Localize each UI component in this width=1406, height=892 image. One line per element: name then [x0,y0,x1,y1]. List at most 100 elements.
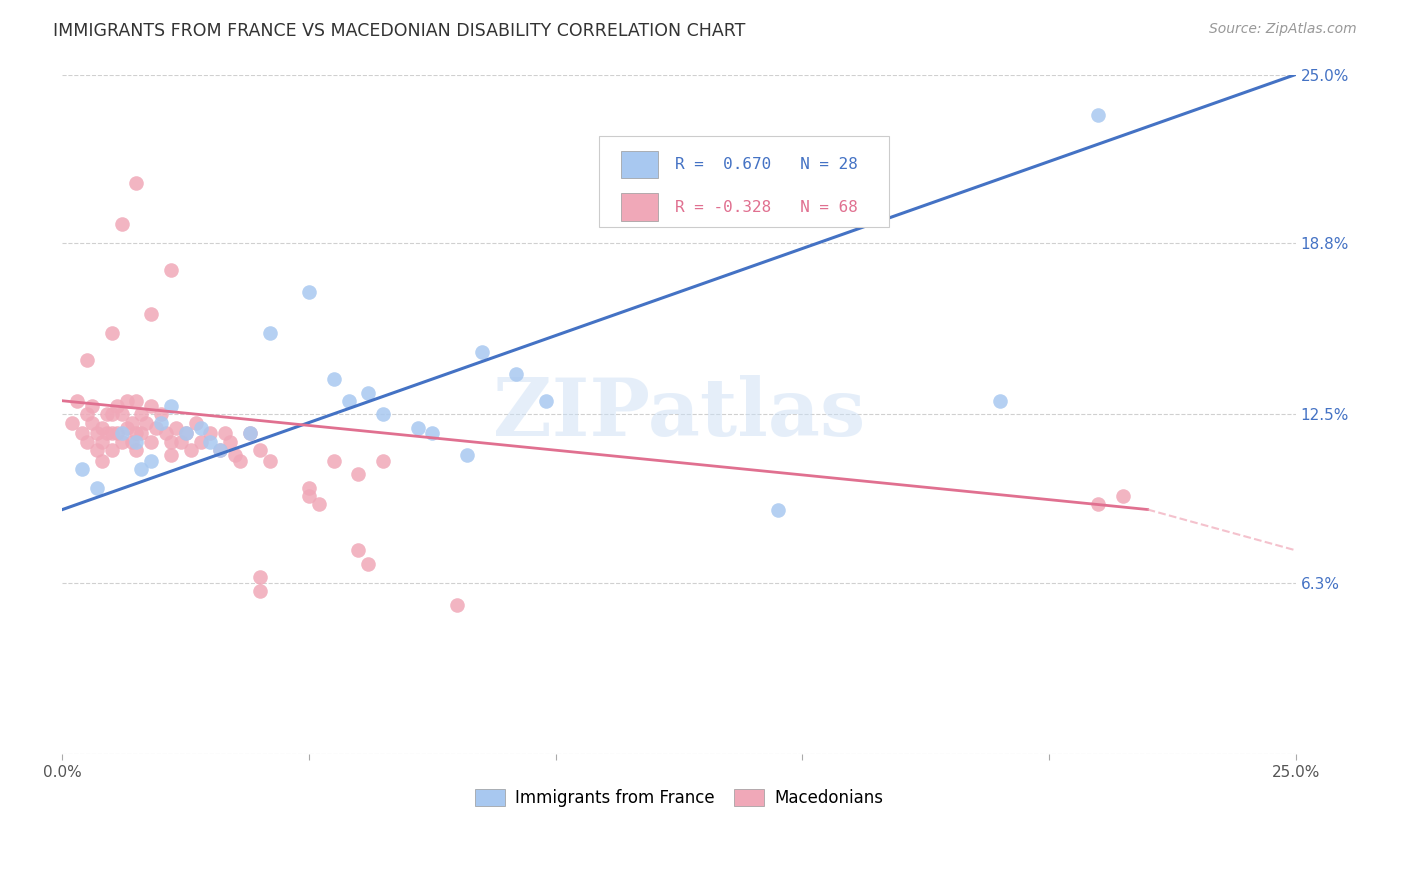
Point [111,426,134,441]
Point [141,307,163,321]
Text: R =  0.670   N = 28: R = 0.670 N = 28 [675,157,858,172]
Point [1087,108,1109,122]
Point [337,393,360,408]
Point [184,416,207,430]
Point [357,385,380,400]
Point [101,442,124,457]
FancyBboxPatch shape [599,136,889,227]
Point [165,421,187,435]
Point [322,453,344,467]
Point [1112,489,1135,503]
Point [249,570,271,584]
FancyBboxPatch shape [621,194,658,220]
Legend: Immigrants from France, Macedonians: Immigrants from France, Macedonians [468,782,890,814]
Point [371,408,394,422]
Point [115,421,138,435]
Point [131,408,153,422]
Point [111,217,134,231]
Point [141,434,163,449]
Point [170,434,193,449]
Point [214,426,236,441]
Point [125,393,148,408]
Point [125,176,148,190]
Point [80,399,103,413]
Point [101,326,124,340]
Point [224,448,246,462]
Point [239,426,262,441]
Point [190,434,212,449]
Point [259,326,281,340]
Point [86,442,108,457]
Point [76,408,98,422]
Point [101,426,124,441]
Point [125,426,148,441]
Text: Source: ZipAtlas.com: Source: ZipAtlas.com [1209,22,1357,37]
Point [298,481,321,495]
FancyBboxPatch shape [621,151,658,178]
Text: R = -0.328   N = 68: R = -0.328 N = 68 [675,200,858,215]
Point [160,448,183,462]
Point [180,442,202,457]
Point [96,408,118,422]
Point [505,367,527,381]
Point [446,598,468,612]
Point [121,416,143,430]
Point [70,461,93,475]
Point [239,426,262,441]
Point [229,453,252,467]
Point [141,453,163,467]
Point [174,426,197,441]
Point [174,426,197,441]
Point [406,421,429,435]
Point [91,453,114,467]
Point [298,285,321,299]
Point [105,426,128,441]
Point [219,434,242,449]
Point [249,584,271,599]
Point [86,481,108,495]
Point [111,434,134,449]
Point [259,453,281,467]
Text: IMMIGRANTS FROM FRANCE VS MACEDONIAN DISABILITY CORRELATION CHART: IMMIGRANTS FROM FRANCE VS MACEDONIAN DIS… [53,22,745,40]
Point [1087,497,1109,511]
Point [150,416,173,430]
Point [86,426,108,441]
Point [135,416,157,430]
Point [91,421,114,435]
Point [534,393,557,408]
Point [131,426,153,441]
Point [308,497,330,511]
Point [160,263,183,277]
Point [145,421,167,435]
Point [131,461,153,475]
Point [125,442,148,457]
Point [60,416,83,430]
Point [76,434,98,449]
Text: ZIPatlas: ZIPatlas [494,376,865,453]
Point [190,421,212,435]
Point [125,434,148,449]
Point [76,353,98,368]
Point [422,426,444,441]
Point [322,372,344,386]
Point [150,408,173,422]
Point [200,434,222,449]
Point [471,344,494,359]
Point [111,408,134,422]
Point [357,557,380,571]
Point [70,426,93,441]
Point [371,453,394,467]
Point [115,393,138,408]
Point [160,399,183,413]
Point [988,393,1011,408]
Point [160,434,183,449]
Point [141,399,163,413]
Point [80,416,103,430]
Point [209,442,232,457]
Point [91,434,114,449]
Point [249,442,271,457]
Point [200,426,222,441]
Point [101,408,124,422]
Point [456,448,478,462]
Point [96,426,118,441]
